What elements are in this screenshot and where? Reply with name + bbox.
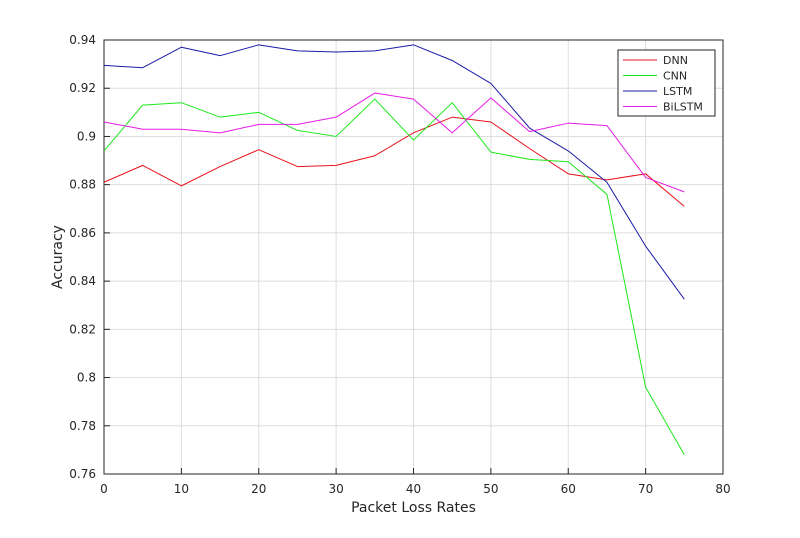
- legend-label-bilstm: BiLSTM: [663, 101, 703, 114]
- legend-label-lstm: LSTM: [663, 85, 692, 98]
- series-line-lstm: [103, 44, 685, 300]
- x-tick-label: 20: [251, 482, 266, 496]
- y-tick-label: 0.94: [69, 33, 96, 47]
- series-line-bilstm: [103, 92, 685, 193]
- x-tick-label: 0: [100, 482, 108, 496]
- y-tick-label: 0.76: [69, 467, 96, 481]
- y-tick-label: 0.84: [69, 274, 96, 288]
- x-tick-label: 30: [328, 482, 343, 496]
- legend-label-dnn: DNN: [663, 54, 688, 67]
- x-tick-label: 50: [483, 482, 498, 496]
- y-tick-label: 0.9: [77, 129, 96, 143]
- x-axis-label: Packet Loss Rates: [351, 500, 476, 516]
- x-tick-label: 70: [638, 482, 653, 496]
- y-tick-label: 0.86: [69, 226, 96, 240]
- series-lines: [103, 44, 685, 455]
- ticks: 0 10 20 30 40 50 60 70 80 0.76 0.78 0.8 0.82 0.84 0.86…: [69, 33, 730, 496]
- x-tick-label: 40: [406, 482, 421, 496]
- y-tick-label: 0.88: [69, 178, 96, 192]
- y-tick-label: 0.92: [69, 81, 96, 95]
- legend-label-cnn: CNN: [663, 70, 687, 83]
- series-line-cnn: [103, 98, 685, 455]
- series-line-dnn: [103, 116, 685, 207]
- y-tick-label: 0.78: [69, 419, 96, 433]
- x-tick-label: 10: [174, 482, 189, 496]
- y-tick-label: 0.8: [77, 371, 96, 385]
- legend: DNN CNN LSTM BiLSTM: [617, 49, 716, 117]
- y-tick-label: 0.82: [69, 322, 96, 336]
- y-axis-label: Accuracy: [50, 225, 66, 289]
- legend-box: [617, 49, 716, 117]
- x-tick-label: 60: [561, 482, 576, 496]
- x-tick-label: 80: [715, 482, 730, 496]
